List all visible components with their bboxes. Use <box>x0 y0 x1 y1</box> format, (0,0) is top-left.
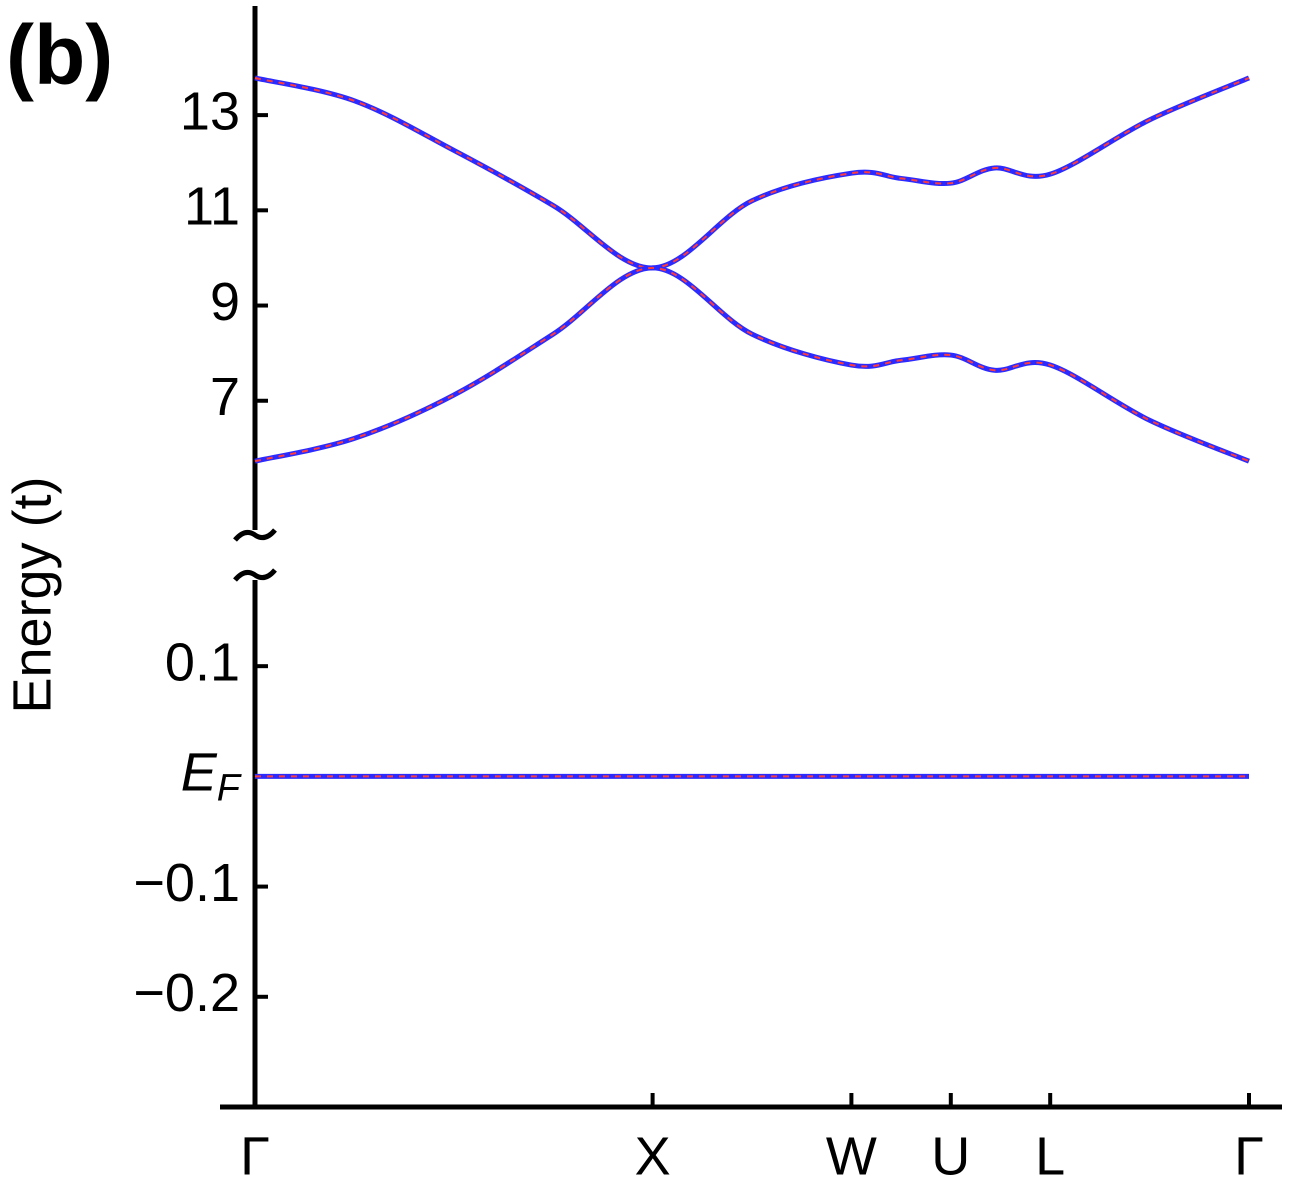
y-tick-label: EF <box>181 743 242 810</box>
y-tick-label: 11 <box>184 177 240 237</box>
x-tick-label: L <box>1035 1126 1065 1186</box>
y-tick-label: −0.1 <box>133 853 240 913</box>
x-tick-label: U <box>931 1126 970 1186</box>
x-tick-label: W <box>826 1126 877 1186</box>
band-line <box>254 265 1250 464</box>
band-line-dashed <box>254 266 1250 463</box>
y-tick-label: 13 <box>180 81 240 141</box>
axis-break <box>233 568 277 582</box>
y-tick-label: 9 <box>210 272 240 332</box>
y-axis-label: Energy (t) <box>2 476 62 713</box>
y-tick-label: 0.1 <box>165 632 240 692</box>
band-line <box>254 75 1250 271</box>
band-line-dashed <box>254 77 1250 269</box>
x-tick-label: X <box>635 1126 671 1186</box>
axes <box>220 6 1282 1110</box>
panel-label: (b) <box>6 8 113 102</box>
axis-break <box>233 528 277 542</box>
x-tick-label: Γ <box>1234 1126 1264 1186</box>
y-tick-label: 7 <box>210 367 240 427</box>
x-tick-label: Γ <box>240 1126 270 1186</box>
y-tick-label: −0.2 <box>133 963 240 1023</box>
